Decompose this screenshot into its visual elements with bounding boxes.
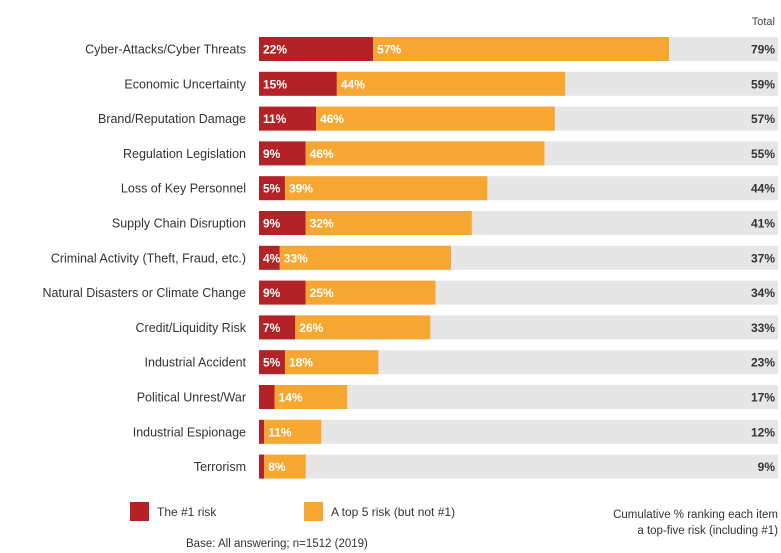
category-label: Regulation Legislation (123, 147, 246, 161)
data-label-top1: 22% (263, 43, 287, 57)
legend-label-top1: The #1 risk (157, 504, 217, 519)
category-label: Natural Disasters or Climate Change (42, 286, 246, 300)
bar-segment-top5 (336, 71, 566, 96)
legend-swatch-top1 (130, 502, 149, 521)
legend-item-top5: A top 5 risk (but not #1) (304, 502, 455, 521)
bar-segment-top5 (284, 350, 379, 375)
bar-segment-top1 (259, 315, 296, 340)
data-label-top5: 57% (377, 43, 401, 57)
base-note: Base: All answering; n=1512 (2019) (186, 538, 368, 550)
category-label: Brand/Reputation Damage (98, 112, 246, 126)
bar-segment-top5 (264, 454, 306, 479)
bar-segment-top5 (264, 419, 322, 444)
category-label: Credit/Liquidity Risk (136, 321, 247, 335)
data-label-top1: 5% (263, 356, 281, 370)
total-column-header: Total (752, 16, 775, 28)
data-label-top1: 9% (263, 286, 281, 300)
category-label: Terrorism (194, 460, 246, 474)
total-value: 41% (751, 217, 775, 231)
category-label: Cyber-Attacks/Cyber Threats (85, 43, 246, 57)
bar-segment-top1 (259, 106, 317, 131)
cumulative-note: Cumulative % ranking each item a top-fiv… (540, 507, 778, 539)
risk-bar-chart: Total Cyber-Attacks/Cyber Threats 22% 57% 79… (42, 16, 778, 479)
bar-segment-top5 (305, 280, 436, 305)
cumulative-note-line2: a top-five risk (including #1) (637, 525, 778, 537)
total-value: 33% (751, 321, 775, 335)
bar-segment-top1 (259, 245, 280, 270)
data-label-top5: 14% (279, 391, 303, 405)
bar-segment-top5 (295, 315, 431, 340)
bar-segment-top1 (259, 454, 265, 479)
total-value: 9% (758, 460, 776, 474)
category-label: Industrial Accident (145, 356, 247, 370)
total-value: 59% (751, 77, 775, 91)
category-label: Economic Uncertainty (124, 77, 246, 91)
category-label: Supply Chain Disruption (112, 217, 246, 231)
category-label: Political Unrest/War (137, 391, 246, 405)
bar-segment-top5 (305, 211, 472, 235)
bar-segment-top5 (279, 245, 452, 270)
category-label: Criminal Activity (Theft, Fraud, etc.) (51, 251, 246, 265)
data-label-top1: 7% (263, 321, 281, 335)
bar-segment-top5 (305, 141, 545, 166)
total-value: 57% (751, 112, 775, 126)
bar-segment-top1 (259, 37, 374, 61)
data-label-top5: 32% (310, 217, 334, 231)
total-value: 17% (751, 391, 775, 405)
bar-segment-top1 (259, 280, 306, 305)
data-label-top5: 8% (268, 460, 286, 474)
total-value: 79% (751, 43, 775, 57)
data-label-top1: 11% (263, 112, 287, 126)
bar-segment-top5 (274, 385, 348, 409)
cumulative-note-line1: Cumulative % ranking each item (613, 509, 778, 521)
bar-segment-top1 (259, 211, 306, 235)
bar-segment-top1 (259, 350, 285, 375)
bar-segment-top5 (373, 37, 670, 61)
data-label-top5: 33% (284, 251, 308, 265)
total-value: 12% (751, 425, 775, 439)
total-value: 44% (751, 182, 775, 196)
bar-segment-top1 (259, 385, 275, 409)
category-label: Loss of Key Personnel (121, 182, 246, 196)
total-value: 23% (751, 356, 775, 370)
legend-label-top5: A top 5 risk (but not #1) (331, 504, 456, 519)
data-label-top1: 9% (263, 217, 281, 231)
data-label-top5: 46% (320, 112, 344, 126)
total-value: 34% (751, 286, 775, 300)
bar-segment-top5 (284, 176, 488, 201)
bar-segment-top1 (259, 176, 285, 201)
data-label-top1: 15% (263, 77, 287, 91)
bar-track (259, 419, 778, 444)
data-label-top5: 44% (341, 77, 365, 91)
category-label: Industrial Espionage (133, 425, 246, 439)
data-label-top1: 5% (263, 182, 281, 196)
data-label-top5: 46% (310, 147, 334, 161)
bar-segment-top1 (259, 71, 337, 96)
data-label-top5: 26% (299, 321, 323, 335)
legend-swatch-top5 (304, 502, 323, 521)
data-label-top5: 25% (310, 286, 334, 300)
bar-segment-top1 (259, 141, 306, 166)
data-label-top1: 4% (263, 251, 281, 265)
legend-item-top1: The #1 risk (130, 502, 216, 521)
total-value: 55% (751, 147, 775, 161)
bar-track (259, 454, 778, 479)
total-value: 37% (751, 251, 775, 265)
data-label-top1: 9% (263, 147, 281, 161)
data-label-top5: 18% (289, 356, 313, 370)
data-label-top5: 11% (268, 425, 292, 439)
bar-segment-top5 (316, 106, 555, 131)
bar-segment-top1 (259, 419, 265, 444)
data-label-top5: 39% (289, 182, 313, 196)
